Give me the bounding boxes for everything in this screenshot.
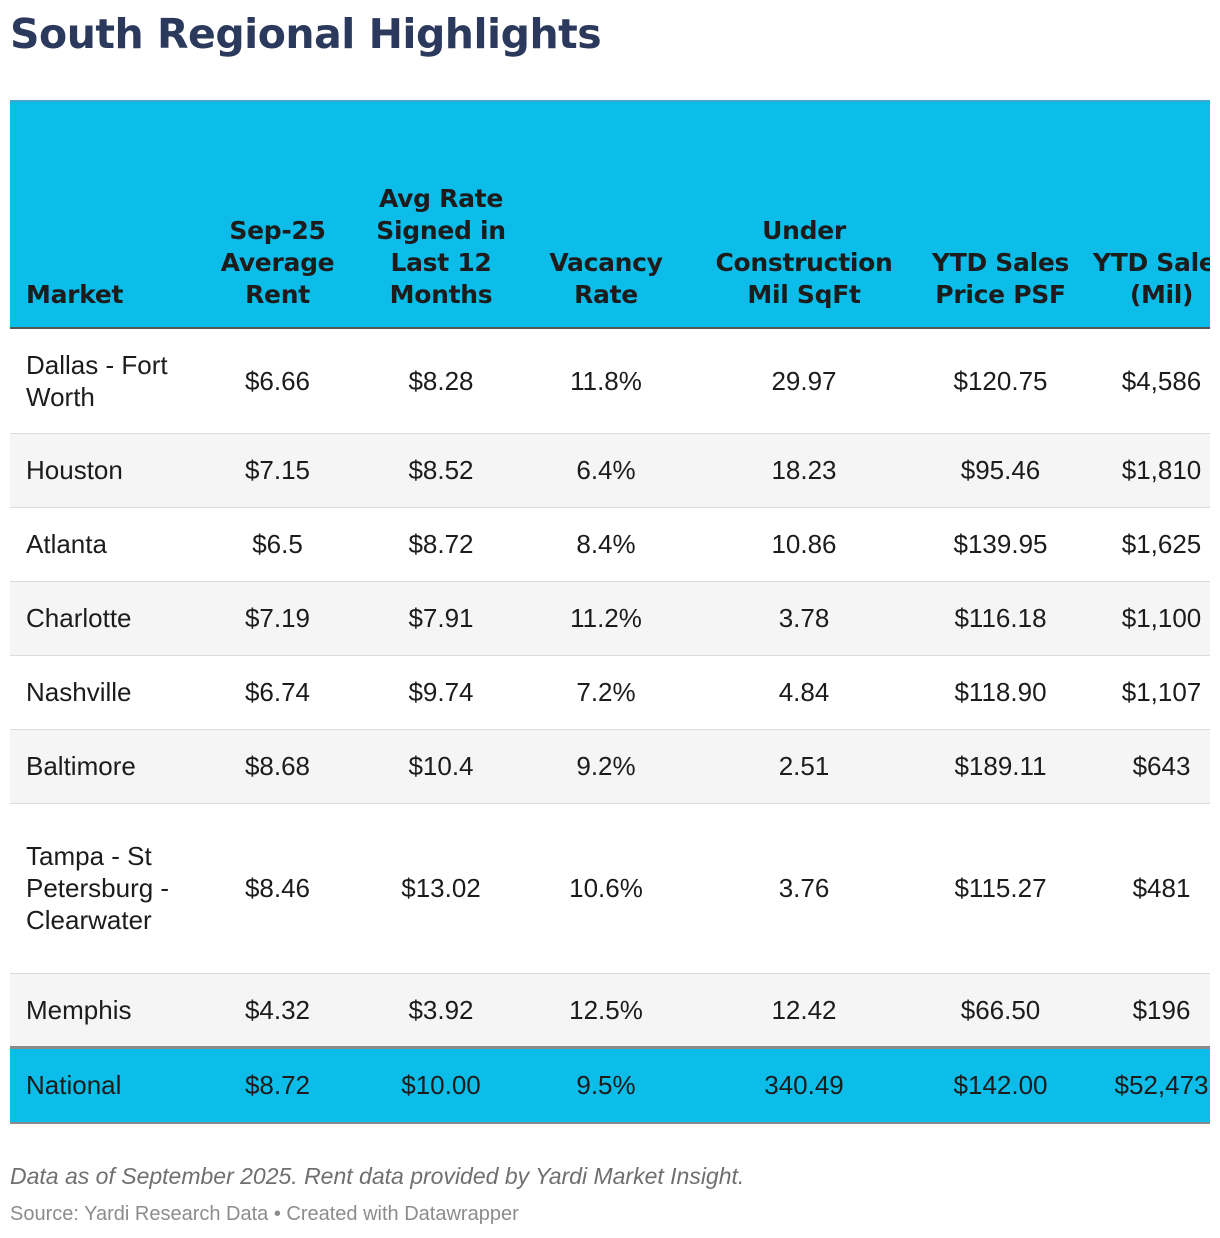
table-header-row: Market Sep-25 Average Rent Avg Rate Sign…: [10, 100, 1210, 329]
cell-under-construction: 18.23: [695, 433, 913, 508]
table-row: Houston $7.15 $8.52 6.4% 18.23 $95.46 $1…: [10, 433, 1210, 508]
table-row: Memphis $4.32 $3.92 12.5% 12.42 $66.50 $…: [10, 973, 1210, 1048]
cell-market: Atlanta: [10, 507, 190, 582]
cell-ytd-sales-mil: $1,100: [1088, 581, 1210, 656]
column-header-ytd-sales-mil[interactable]: YTD Sales (Mil): [1088, 100, 1210, 329]
cell-market: Charlotte: [10, 581, 190, 656]
cell-average-rent: $4.32: [190, 973, 365, 1048]
cell-under-construction: 3.76: [695, 803, 913, 974]
column-header-market[interactable]: Market: [10, 100, 190, 329]
column-header-ytd-sales-price-psf[interactable]: YTD Sales Price PSF: [913, 100, 1088, 329]
cell-ytd-sales-price-psf: $115.27: [913, 803, 1088, 974]
cell-market: Baltimore: [10, 729, 190, 804]
cell-avg-rate-signed: $13.02: [365, 803, 517, 974]
cell-vacancy-rate: 6.4%: [517, 433, 695, 508]
page-title: South Regional Highlights: [10, 10, 602, 58]
cell-vacancy-rate: 9.2%: [517, 729, 695, 804]
cell-ytd-sales-price-psf: $116.18: [913, 581, 1088, 656]
table-row: Tampa - St Petersburg - Clearwater $8.46…: [10, 803, 1210, 974]
cell-under-construction: 4.84: [695, 655, 913, 730]
cell-average-rent: $7.19: [190, 581, 365, 656]
cell-market: Nashville: [10, 655, 190, 730]
cell-under-construction: 29.97: [695, 328, 913, 434]
cell-ytd-sales-price-psf: $139.95: [913, 507, 1088, 582]
cell-market: Houston: [10, 433, 190, 508]
cell-average-rent: $6.5: [190, 507, 365, 582]
cell-avg-rate-signed: $8.28: [365, 328, 517, 434]
highlights-table: Market Sep-25 Average Rent Avg Rate Sign…: [10, 100, 1210, 1124]
cell-average-rent: $6.74: [190, 655, 365, 730]
cell-under-construction: 12.42: [695, 973, 913, 1048]
source-credit: Source: Yardi Research Data • Created wi…: [10, 1203, 519, 1225]
cell-vacancy-rate: 12.5%: [517, 973, 695, 1048]
cell-avg-rate-signed: $3.92: [365, 973, 517, 1048]
cell-ytd-sales-mil: $643: [1088, 729, 1210, 804]
cell-market: Tampa - St Petersburg - Clearwater: [10, 803, 190, 974]
cell-ytd-sales-mil: $4,586: [1088, 328, 1210, 434]
cell-avg-rate-signed: $10.00: [365, 1045, 517, 1124]
table-row: Nashville $6.74 $9.74 7.2% 4.84 $118.90 …: [10, 655, 1210, 730]
cell-average-rent: $8.72: [190, 1045, 365, 1124]
cell-ytd-sales-price-psf: $95.46: [913, 433, 1088, 508]
cell-market: Dallas - Fort Worth: [10, 328, 190, 434]
cell-ytd-sales-mil: $1,107: [1088, 655, 1210, 730]
cell-market: Memphis: [10, 973, 190, 1048]
cell-under-construction: 2.51: [695, 729, 913, 804]
cell-ytd-sales-price-psf: $118.90: [913, 655, 1088, 730]
cell-avg-rate-signed: $7.91: [365, 581, 517, 656]
cell-avg-rate-signed: $9.74: [365, 655, 517, 730]
cell-ytd-sales-mil: $52,473: [1088, 1045, 1210, 1124]
data-note: Data as of September 2025. Rent data pro…: [10, 1163, 745, 1189]
cell-avg-rate-signed: $8.52: [365, 433, 517, 508]
column-header-under-construction[interactable]: Under Construction Mil SqFt: [695, 100, 913, 329]
cell-average-rent: $8.68: [190, 729, 365, 804]
cell-vacancy-rate: 9.5%: [517, 1045, 695, 1124]
cell-average-rent: $6.66: [190, 328, 365, 434]
highlights-table-wrapper: Market Sep-25 Average Rent Avg Rate Sign…: [10, 100, 1210, 1124]
column-header-vacancy-rate[interactable]: Vacancy Rate: [517, 100, 695, 329]
table-row: Charlotte $7.19 $7.91 11.2% 3.78 $116.18…: [10, 581, 1210, 656]
cell-avg-rate-signed: $10.4: [365, 729, 517, 804]
cell-vacancy-rate: 11.8%: [517, 328, 695, 434]
cell-ytd-sales-mil: $196: [1088, 973, 1210, 1048]
column-header-avg-rate-signed[interactable]: Avg Rate Signed in Last 12 Months: [365, 100, 517, 329]
cell-avg-rate-signed: $8.72: [365, 507, 517, 582]
table-row: Baltimore $8.68 $10.4 9.2% 2.51 $189.11 …: [10, 729, 1210, 804]
cell-vacancy-rate: 10.6%: [517, 803, 695, 974]
cell-ytd-sales-price-psf: $66.50: [913, 973, 1088, 1048]
cell-ytd-sales-mil: $481: [1088, 803, 1210, 974]
column-header-average-rent[interactable]: Sep-25 Average Rent: [190, 100, 365, 329]
cell-ytd-sales-mil: $1,810: [1088, 433, 1210, 508]
cell-ytd-sales-price-psf: $142.00: [913, 1045, 1088, 1124]
cell-under-construction: 10.86: [695, 507, 913, 582]
cell-under-construction: 340.49: [695, 1045, 913, 1124]
table-row: Atlanta $6.5 $8.72 8.4% 10.86 $139.95 $1…: [10, 507, 1210, 582]
national-row: National $8.72 $10.00 9.5% 340.49 $142.0…: [10, 1045, 1210, 1124]
cell-vacancy-rate: 11.2%: [517, 581, 695, 656]
cell-under-construction: 3.78: [695, 581, 913, 656]
cell-vacancy-rate: 8.4%: [517, 507, 695, 582]
cell-market: National: [10, 1045, 190, 1124]
cell-average-rent: $7.15: [190, 433, 365, 508]
cell-average-rent: $8.46: [190, 803, 365, 974]
cell-ytd-sales-price-psf: $189.11: [913, 729, 1088, 804]
cell-vacancy-rate: 7.2%: [517, 655, 695, 730]
table-row: Dallas - Fort Worth $6.66 $8.28 11.8% 29…: [10, 328, 1210, 434]
cell-ytd-sales-mil: $1,625: [1088, 507, 1210, 582]
cell-ytd-sales-price-psf: $120.75: [913, 328, 1088, 434]
